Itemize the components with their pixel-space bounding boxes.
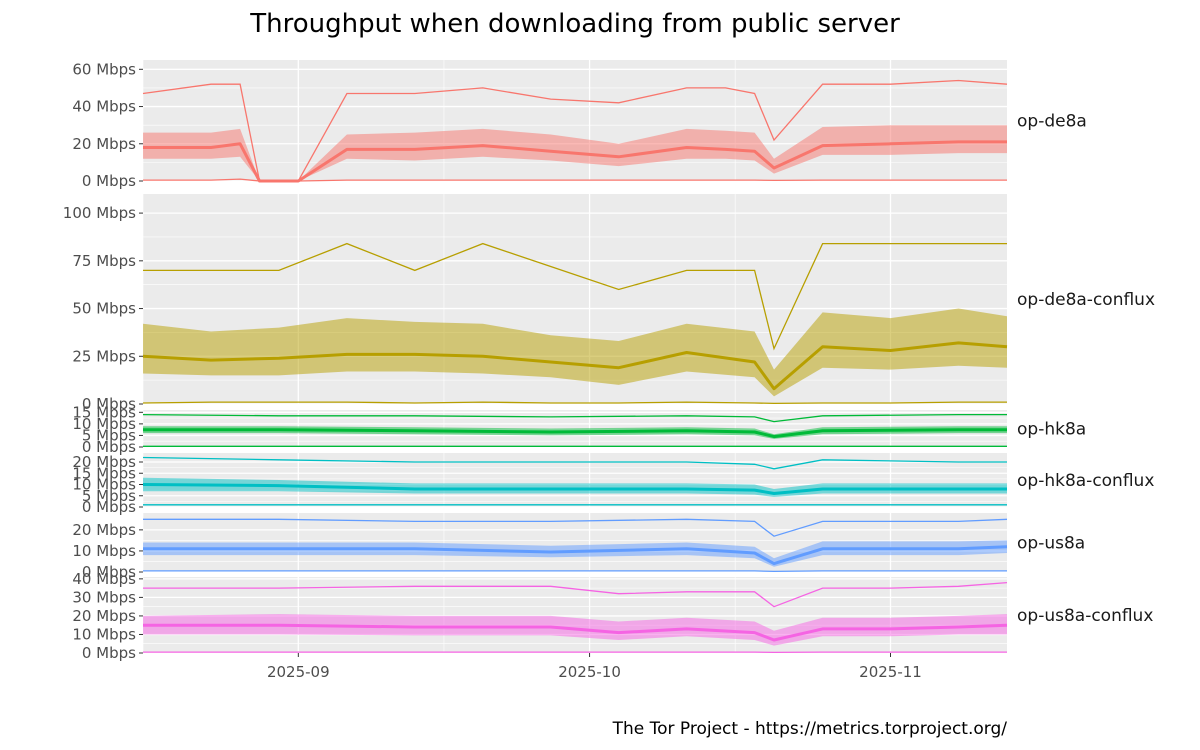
y-tick-label: 0 Mbps <box>82 644 136 662</box>
facet-label: op-de8a <box>1017 112 1087 132</box>
y-tick-label: 20 Mbps <box>72 135 136 153</box>
y-tick-label: 5 Mbps <box>82 426 136 444</box>
median-line <box>143 428 1007 439</box>
median-line <box>142 483 1007 495</box>
y-tick-label: 10 Mbps <box>72 542 136 560</box>
facet-op-de8a-conflux: 0 Mbps 25 Mbps 50 Mbps 75 Mbps 100 Mbps op-de… <box>63 194 1155 413</box>
facet-label: op-us8a-conflux <box>1017 606 1153 626</box>
facet-label: op-hk8a <box>1017 420 1086 440</box>
iqr-band <box>143 540 1007 567</box>
high-line <box>143 581 1008 608</box>
y-tick-label: 15 Mbps <box>72 403 136 421</box>
y-tick-label: 5 Mbps <box>82 487 136 505</box>
y-tick-label: 100 Mbps <box>63 204 136 222</box>
low-line <box>142 401 1007 405</box>
y-tick-label: 20 Mbps <box>72 607 136 625</box>
y-tick-label: 0 Mbps <box>82 438 136 456</box>
panel-background <box>143 60 1007 181</box>
median-line <box>142 341 1008 391</box>
median-line <box>143 140 1007 183</box>
y-tick-label: 40 Mbps <box>72 98 136 116</box>
y-tick-label: 60 Mbps <box>72 60 136 78</box>
chart-caption: The Tor Project - https://metrics.torpro… <box>612 719 1008 739</box>
y-tick-label: 20 Mbps <box>72 521 136 539</box>
y-tick-label: 0 Mbps <box>82 498 136 516</box>
high-line <box>142 413 1007 423</box>
y-tick-label: 0 Mbps <box>82 395 136 413</box>
x-tick-label: 2025-10 <box>558 663 621 681</box>
y-tick-label: 10 Mbps <box>72 415 136 433</box>
y-tick-label: 15 Mbps <box>72 464 136 482</box>
y-tick-label: 25 Mbps <box>72 347 136 365</box>
y-tick-label: 30 Mbps <box>72 588 136 606</box>
high-line <box>143 242 1007 351</box>
high-line <box>142 456 1007 470</box>
y-tick-label: 10 Mbps <box>72 625 136 643</box>
x-tick-label: 2025-09 <box>267 663 330 681</box>
facet-op-us8a: 0 Mbps 10 Mbps 20 Mbps op-us8a <box>72 513 1085 581</box>
facet-label: op-us8a <box>1017 534 1085 554</box>
y-tick-label: 40 Mbps <box>72 570 136 588</box>
facet-label: op-de8a-conflux <box>1017 290 1155 310</box>
y-tick-label: 20 Mbps <box>72 453 136 471</box>
y-tick-label: 10 Mbps <box>72 476 136 494</box>
median-line <box>143 545 1008 566</box>
y-tick-label: 75 Mbps <box>72 252 136 270</box>
y-tick-label: 50 Mbps <box>72 300 136 318</box>
x-axis: 2025-09 2025-10 2025-11 <box>267 653 922 681</box>
facet-label: op-hk8a-conflux <box>1017 471 1154 491</box>
y-tick-label: 0 Mbps <box>82 563 136 581</box>
y-tick-label: 0 Mbps <box>82 172 136 190</box>
low-line <box>143 570 1007 573</box>
median-line <box>143 623 1008 642</box>
chart-title: Throughput when downloading from public … <box>249 9 900 39</box>
high-line <box>143 518 1008 537</box>
x-tick-label: 2025-11 <box>859 663 922 681</box>
facet-op-de8a: 0 Mbps 20 Mbps 40 Mbps 60 Mbps op-de8a <box>72 60 1087 190</box>
